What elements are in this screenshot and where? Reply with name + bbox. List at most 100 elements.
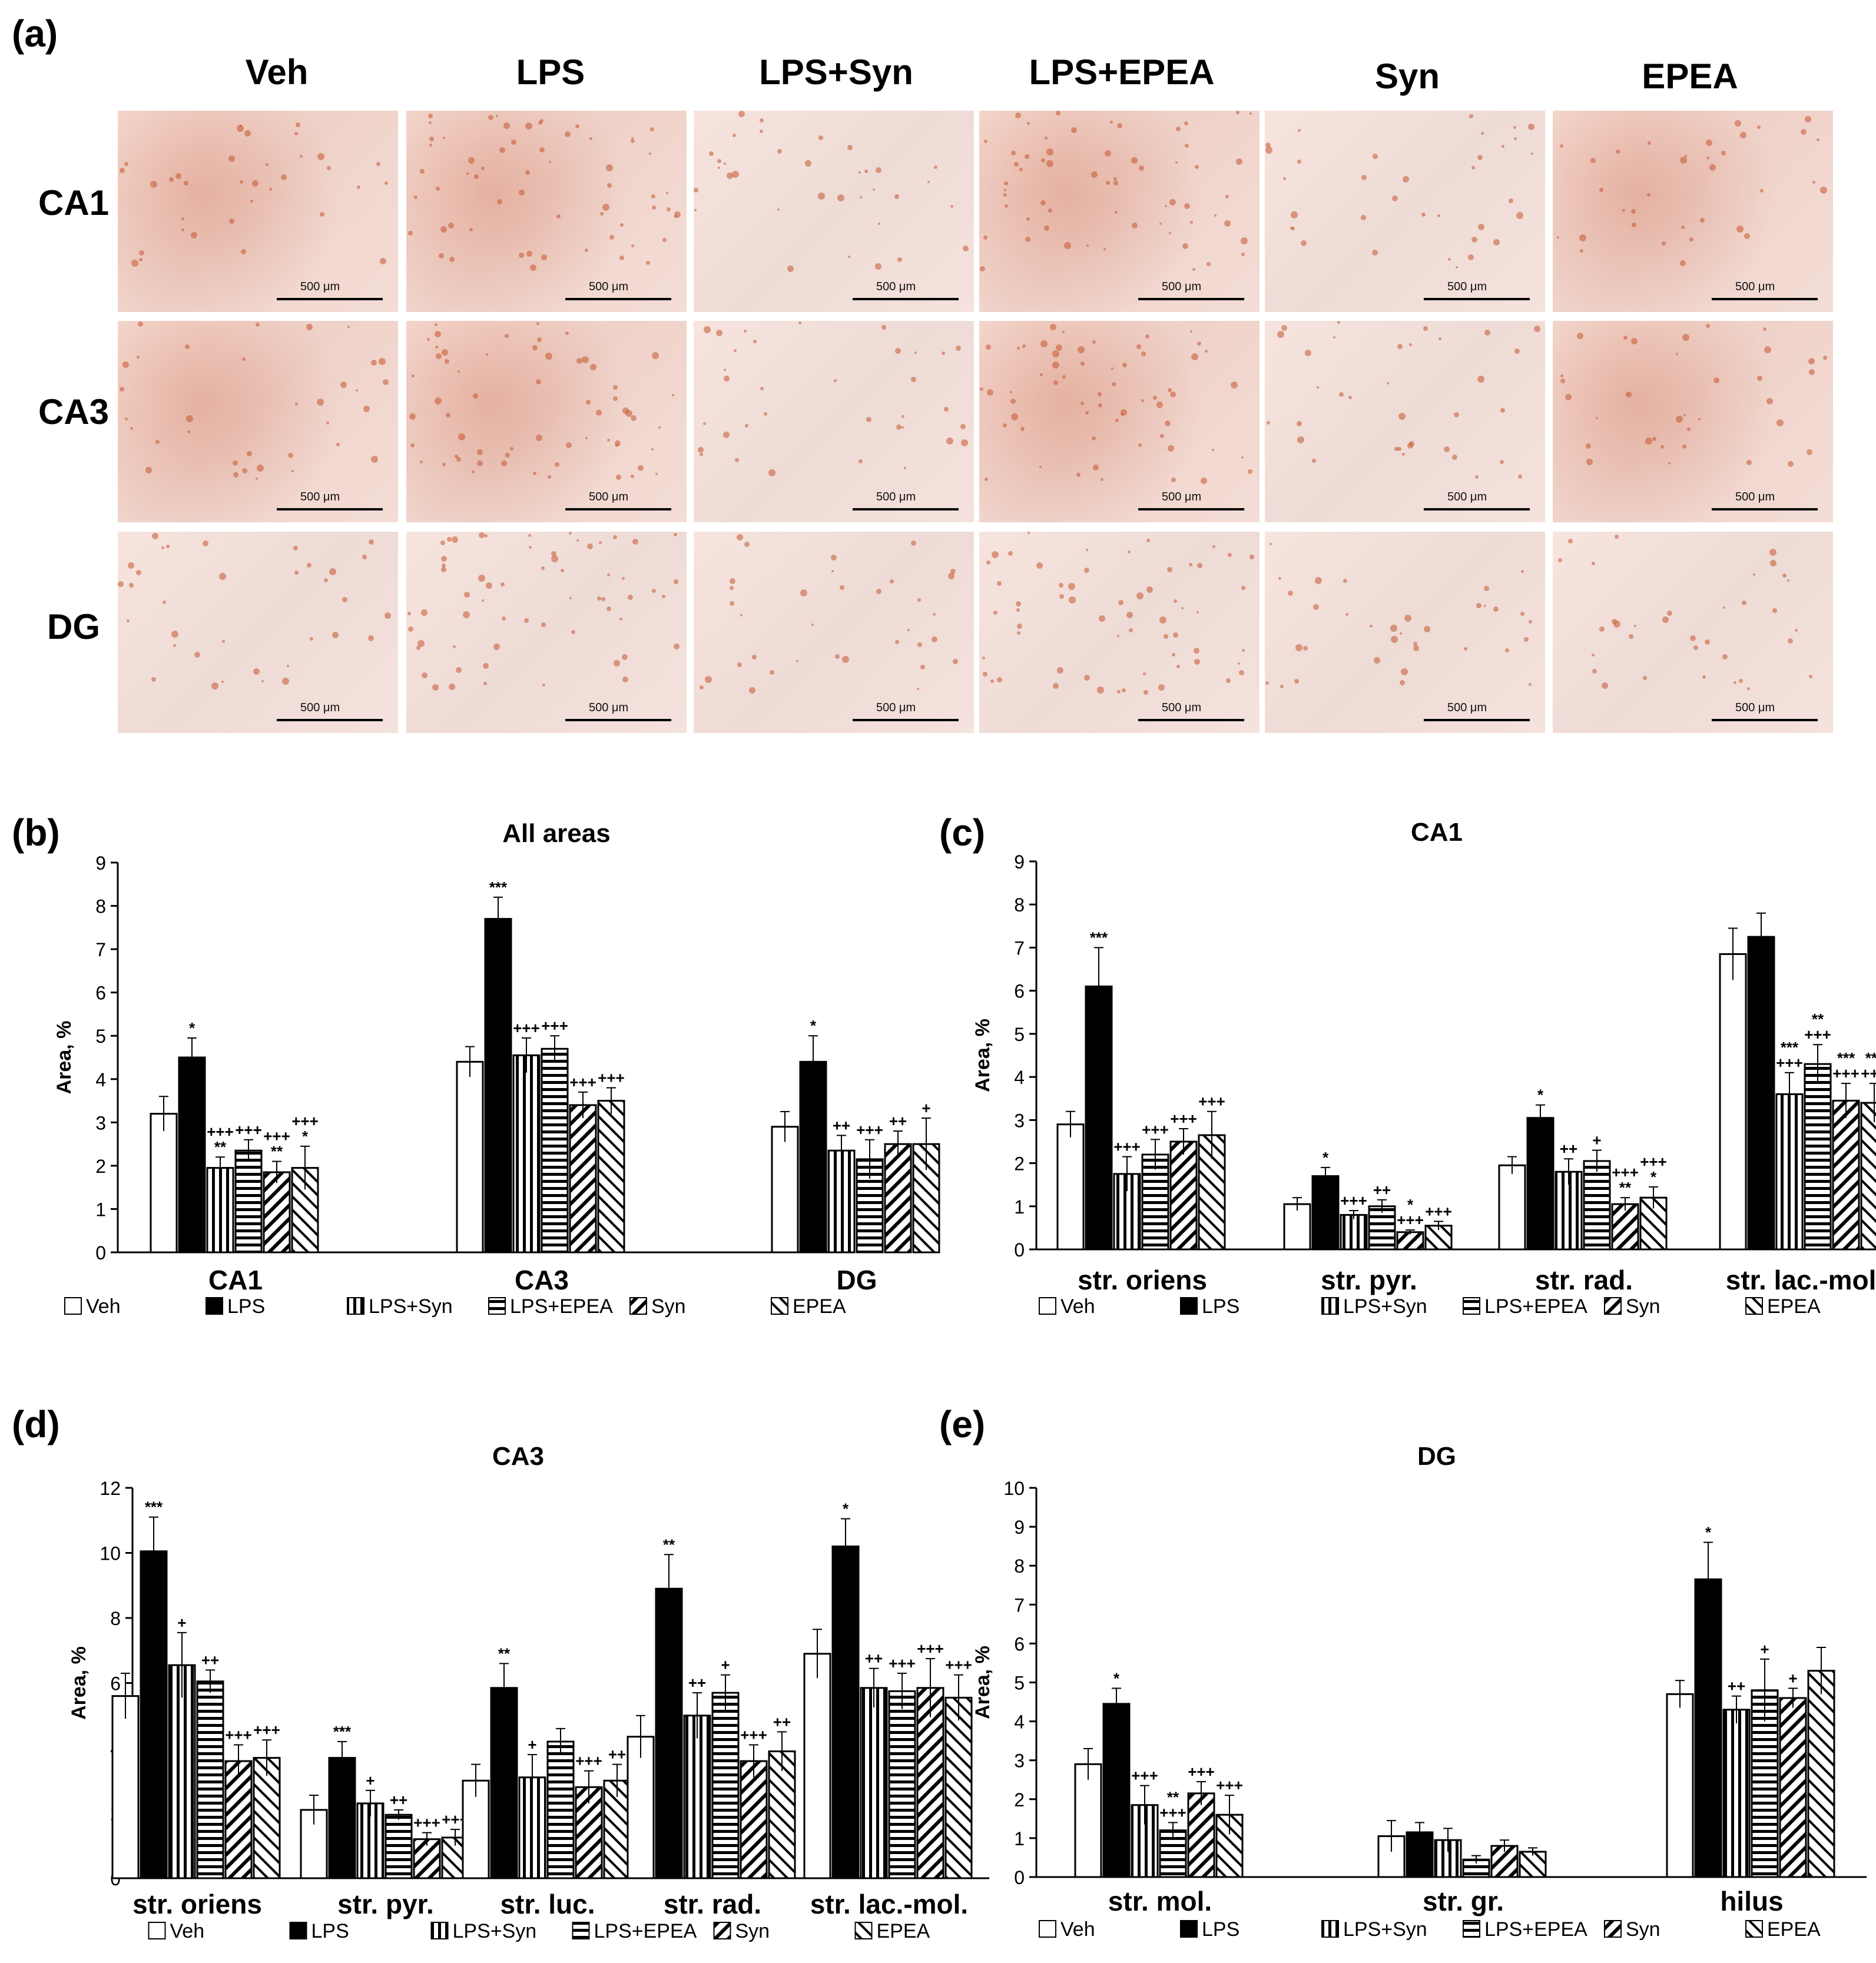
stain-speck — [1437, 214, 1440, 217]
stain-speck — [242, 357, 246, 361]
stain-speck — [1195, 165, 1199, 169]
stain-speck — [317, 153, 324, 160]
chart-c-y-tick-label: 5 — [1014, 1024, 1025, 1045]
stain-speck — [1680, 260, 1686, 266]
chart-c-significance-label: +++ — [1113, 1138, 1141, 1156]
stain-speck — [1138, 443, 1142, 447]
stain-speck — [1700, 218, 1705, 223]
stain-speck — [442, 463, 446, 466]
stain-speck — [281, 174, 287, 180]
stain-speck — [1742, 601, 1746, 605]
stain-speck — [473, 393, 478, 399]
chart-b-significance-label: +++ — [541, 1017, 568, 1034]
stain-speck — [1424, 626, 1430, 632]
chart-b-legend-swatch — [206, 1297, 223, 1315]
stain-speck — [435, 346, 438, 349]
stain-speck — [1175, 161, 1178, 164]
stain-speck — [1469, 114, 1473, 118]
chart-c-significance-label: +++ — [1776, 1054, 1803, 1072]
chart-b-bar — [178, 1056, 206, 1254]
stain-speck — [1477, 155, 1483, 160]
chart-c-significance-label: +++ — [1170, 1110, 1197, 1128]
stain-speck — [576, 539, 579, 542]
stain-speck — [1648, 141, 1651, 145]
stain-speck — [422, 672, 427, 678]
chart-c-significance-label: ** — [1619, 1179, 1632, 1196]
stain-speck — [859, 459, 863, 463]
chart-d-bar — [888, 1690, 916, 1879]
chart-c-bar — [1311, 1175, 1340, 1251]
stain-speck — [1112, 382, 1116, 386]
chart-d-bar — [916, 1687, 944, 1879]
stain-speck — [1121, 413, 1123, 416]
chart-c-significance-label: +++ — [1804, 1026, 1831, 1043]
stain-speck — [443, 137, 445, 139]
stain-speck — [1514, 137, 1517, 140]
stain-speck — [407, 612, 411, 615]
stain-speck — [587, 543, 593, 549]
chart-c-bar — [1283, 1203, 1311, 1251]
stain-speck — [1093, 465, 1099, 470]
stain-speck — [1084, 568, 1089, 573]
stain-speck — [541, 254, 547, 260]
stain-speck — [357, 185, 360, 189]
stain-speck — [622, 677, 628, 682]
stain-speck — [532, 345, 538, 350]
stain-speck — [1295, 644, 1302, 651]
chart-b-legend-swatch — [347, 1297, 364, 1315]
stain-speck — [194, 652, 200, 658]
stain-speck — [429, 144, 432, 147]
stain-speck — [1820, 187, 1827, 194]
stain-speck — [798, 321, 801, 324]
stain-speck — [549, 161, 551, 163]
stain-speck — [1484, 330, 1490, 336]
stain-speck — [1184, 203, 1190, 209]
stain-speck — [511, 140, 516, 145]
stain-speck — [1265, 142, 1271, 148]
stain-speck — [537, 337, 542, 342]
stain-speck — [233, 472, 238, 478]
stain-speck — [674, 215, 677, 218]
scale-bar — [1712, 719, 1818, 721]
stain-speck — [709, 151, 714, 156]
chart-b-significance-label: ** — [214, 1138, 227, 1156]
scale-bar-label: 500 μm — [1162, 701, 1202, 714]
chart-e-category-label: hilus — [1720, 1886, 1783, 1916]
stain-speck — [1168, 388, 1172, 392]
chart-d-legend-label: LPS — [311, 1920, 349, 1942]
stain-speck — [1226, 678, 1231, 683]
scale-bar-label: 500 μm — [1162, 490, 1202, 503]
chart-c-bar — [1340, 1213, 1368, 1251]
chart-e-y-tick-label: 8 — [1014, 1556, 1025, 1577]
stain-speck — [1242, 649, 1245, 652]
micrograph-ca1-veh: 500 μm — [118, 111, 398, 312]
chart-d-bar — [711, 1692, 740, 1879]
stain-speck — [1181, 607, 1184, 609]
scale-bar — [1424, 298, 1530, 300]
stain-speck — [1173, 632, 1178, 638]
scale-bar — [1424, 508, 1530, 510]
stain-speck — [1039, 466, 1042, 468]
stain-speck — [529, 546, 532, 549]
chart-e-bar — [1462, 1858, 1490, 1878]
stain-speck — [649, 152, 651, 155]
chart-c-legend-swatch — [1604, 1297, 1622, 1315]
stain-speck — [1129, 628, 1133, 632]
stain-speck — [638, 465, 644, 471]
stain-speck — [987, 389, 993, 396]
stain-speck — [139, 250, 144, 256]
stain-speck — [1586, 443, 1591, 449]
chart-b-significance-label: +++ — [513, 1019, 540, 1037]
stain-speck — [655, 473, 658, 475]
stain-speck — [1182, 243, 1188, 249]
stain-speck — [501, 582, 505, 586]
scale-bar-label: 500 μm — [876, 280, 916, 293]
chart-d-significance-label: ** — [498, 1644, 511, 1662]
stain-speck — [1294, 679, 1299, 684]
stain-speck — [385, 181, 388, 185]
chart-d-bar — [627, 1736, 655, 1879]
stain-speck — [294, 132, 298, 135]
chart-c-significance-label: *** — [1781, 1039, 1799, 1056]
chart-b-legend-swatch — [64, 1297, 82, 1315]
stain-speck — [1689, 237, 1693, 241]
